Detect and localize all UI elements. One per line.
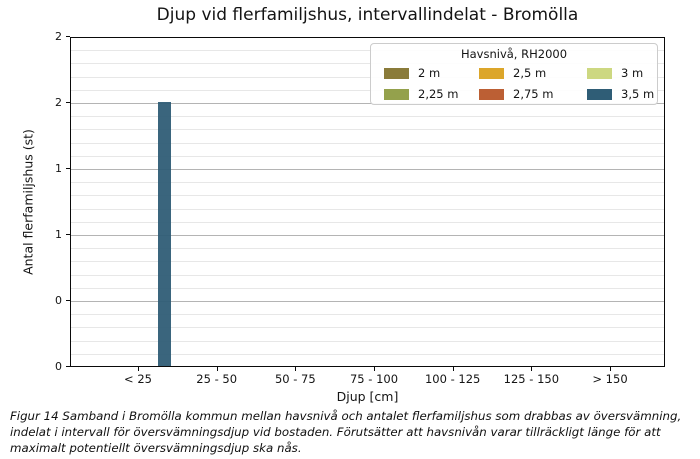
- y-tick-label: 0: [55, 360, 62, 373]
- y-tick-mark: [66, 36, 70, 37]
- gridline-minor: [71, 129, 664, 131]
- legend-swatch: [587, 88, 612, 100]
- y-tick-mark: [66, 366, 70, 367]
- gridline-minor: [71, 261, 664, 263]
- gridline-minor: [71, 76, 664, 78]
- gridline-minor: [71, 116, 664, 118]
- legend-item-2-m: 2 m: [384, 66, 479, 80]
- gridline-minor: [71, 353, 664, 355]
- x-tick-label: 75 - 100: [349, 372, 399, 386]
- legend-label: 2,5 m: [513, 66, 547, 80]
- gridline-minor: [71, 248, 664, 250]
- y-tick-mark: [66, 168, 70, 169]
- gridline-minor: [71, 89, 664, 91]
- gridline-minor: [71, 287, 664, 289]
- legend-swatch: [587, 67, 612, 79]
- y-tick-label: 0: [55, 294, 62, 307]
- gridline-minor: [71, 195, 664, 197]
- legend: Havsnivå, RH2000 2 m 2,5 m 3 m 2,25 m 2,75 m…: [370, 43, 658, 105]
- gridline-major: [71, 169, 664, 170]
- legend-item-2-75-m: 2,75 m: [479, 87, 587, 101]
- y-tick-label: 2: [55, 96, 62, 109]
- x-tick-mark: [295, 367, 297, 371]
- x-tick-mark: [216, 367, 218, 371]
- legend-items: 2 m 2,5 m 3 m 2,25 m 2,75 m 3,5 m: [371, 61, 657, 101]
- legend-swatch: [384, 88, 409, 100]
- x-tick-label: > 150: [592, 372, 628, 386]
- legend-label: 3,5 m: [621, 87, 655, 101]
- x-tick-label: < 25: [124, 372, 152, 386]
- gridline-minor: [71, 314, 664, 316]
- y-tick-label: 1: [55, 228, 62, 241]
- y-tick-mark: [66, 102, 70, 103]
- x-tick-mark: [452, 367, 454, 371]
- x-tick-label: 50 - 75: [274, 372, 316, 386]
- legend-swatch: [479, 67, 504, 79]
- legend-label: 2,75 m: [513, 87, 554, 101]
- legend-label: 2 m: [418, 66, 441, 80]
- y-axis-label: Antal flerfamiljshus (st): [20, 129, 36, 275]
- y-tick-label: 1: [55, 162, 62, 175]
- legend-label: 2,25 m: [418, 87, 459, 101]
- gridline-minor: [71, 208, 664, 210]
- legend-swatch: [479, 88, 504, 100]
- gridline-minor: [71, 327, 664, 329]
- gridline-major: [71, 235, 664, 236]
- chart-title: Djup vid flerfamiljshus, intervallindela…: [156, 5, 579, 25]
- bar-3-5-m: [157, 102, 171, 366]
- x-axis-label: Djup [cm]: [336, 389, 399, 404]
- legend-label: 3 m: [621, 66, 644, 80]
- y-tick-label: 2: [55, 30, 62, 43]
- y-tick-mark: [66, 300, 70, 301]
- x-tick-label: 100 - 125: [424, 372, 481, 386]
- x-tick-mark: [531, 367, 533, 371]
- x-tick-mark: [610, 367, 612, 371]
- legend-title: Havsnivå, RH2000: [460, 47, 568, 61]
- legend-swatch: [384, 67, 409, 79]
- legend-item-2-5-m: 2,5 m: [479, 66, 587, 80]
- x-tick-label: 25 - 50: [196, 372, 238, 386]
- figure-caption: Figur 14 Samband i Bromölla kommun mella…: [10, 409, 682, 456]
- gridline-minor: [71, 340, 664, 342]
- legend-item-3-5-m: 3,5 m: [587, 87, 657, 101]
- gridline-minor: [71, 155, 664, 157]
- gridline-major: [71, 301, 664, 302]
- gridline-minor: [71, 63, 664, 65]
- gridline-minor: [71, 50, 664, 52]
- y-tick-mark: [66, 234, 70, 235]
- x-tick-mark: [374, 367, 375, 371]
- gridline-major: [71, 103, 664, 104]
- gridline-minor: [71, 142, 664, 144]
- gridline-minor: [71, 182, 664, 184]
- x-tick-label: 125 - 150: [503, 372, 560, 386]
- legend-item-2-25-m: 2,25 m: [384, 87, 479, 101]
- gridline-minor: [71, 274, 664, 276]
- legend-item-3-m: 3 m: [587, 66, 657, 80]
- x-tick-mark: [138, 367, 139, 371]
- gridline-minor: [71, 221, 664, 223]
